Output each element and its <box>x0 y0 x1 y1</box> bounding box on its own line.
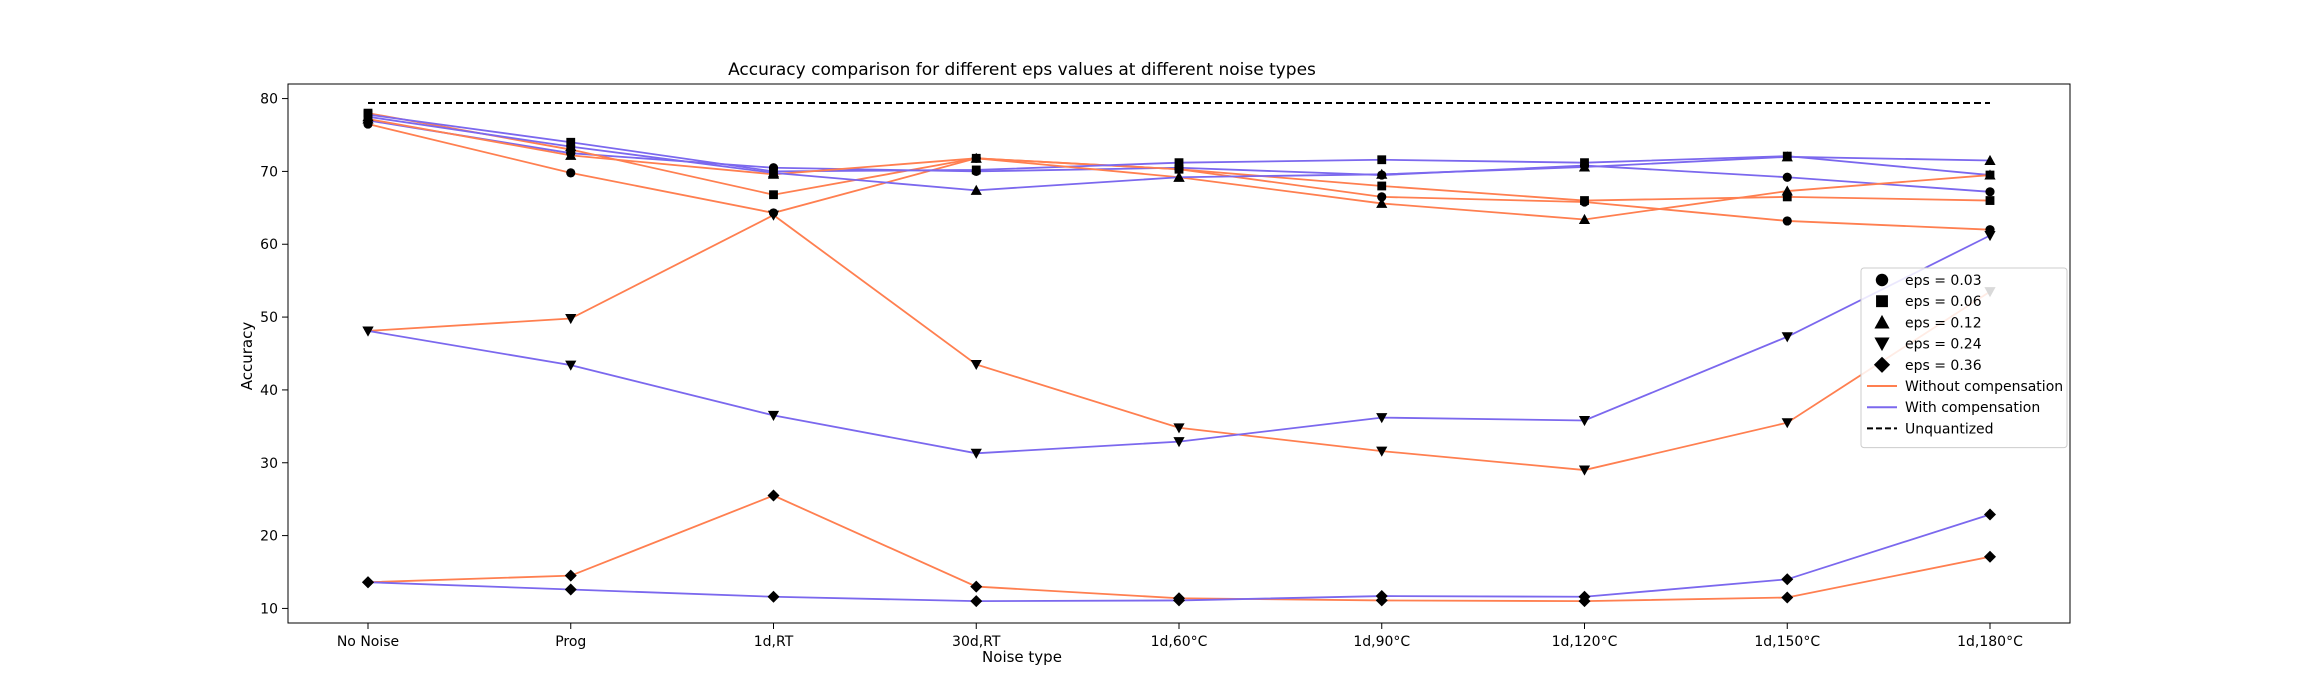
data-point-triangle-up <box>1984 169 1996 180</box>
data-point-diamond <box>362 576 374 589</box>
data-point-triangle-up <box>1376 197 1388 208</box>
data-point-square <box>1782 192 1792 202</box>
data-point-triangle-down <box>565 314 577 325</box>
data-point-diamond <box>1984 550 1996 563</box>
legend-marker-triangle-down <box>1874 337 1890 352</box>
data-point-triangle-up <box>767 167 780 178</box>
data-point-triangle-down <box>1781 332 1793 343</box>
data-point-triangle-down <box>1578 465 1591 476</box>
data-point-circle <box>1377 192 1387 202</box>
data-point-diamond <box>1578 590 1591 603</box>
legend-marker-triangle-up <box>1874 314 1890 329</box>
data-point-diamond <box>564 569 577 582</box>
legend-label: eps = 0.24 <box>1905 337 1982 353</box>
data-point-triangle-up <box>1781 151 1793 162</box>
data-point-triangle-up <box>970 152 982 163</box>
legend-marker-diamond <box>1873 356 1891 373</box>
legend-label: eps = 0.06 <box>1905 294 1982 310</box>
x-tick-label: 1d,120°C <box>1552 634 1618 650</box>
y-tick-label: 70 <box>260 164 278 180</box>
legend-label: eps = 0.03 <box>1905 273 1982 289</box>
data-point-square <box>1580 196 1589 205</box>
data-point-triangle-up <box>970 184 982 195</box>
legend-marker-square <box>1876 295 1888 308</box>
data-point-diamond <box>767 590 780 603</box>
data-point-square <box>971 165 981 175</box>
y-axis-label: Accuracy <box>238 322 256 391</box>
data-point-triangle-up <box>362 111 374 122</box>
data-point-triangle-up <box>1578 213 1591 224</box>
data-point-triangle-down <box>565 360 577 371</box>
legend-label: Unquantized <box>1905 421 1994 437</box>
legend-marker-circle <box>1875 273 1889 287</box>
y-tick-label: 30 <box>260 456 278 472</box>
x-tick-label: No Noise <box>337 634 399 650</box>
y-tick-label: 80 <box>260 92 278 108</box>
data-point-square <box>769 190 778 200</box>
data-point-triangle-up <box>1984 154 1996 165</box>
y-tick-label: 20 <box>260 529 278 545</box>
data-point-diamond <box>1984 508 1996 521</box>
data-point-triangle-down <box>1173 437 1185 448</box>
x-tick-label: 1d,180°C <box>1957 634 2023 650</box>
legend-label: With compensation <box>1905 400 2040 416</box>
chart-title: Accuracy comparison for different eps va… <box>728 60 1316 80</box>
data-point-triangle-down <box>1578 416 1591 427</box>
y-tick-label: 60 <box>260 237 278 253</box>
data-point-diamond <box>767 489 780 502</box>
data-point-square <box>1174 158 1184 168</box>
legend-label: eps = 0.36 <box>1905 358 1982 374</box>
data-point-square <box>1985 196 1995 205</box>
y-tick-label: 50 <box>260 310 278 326</box>
data-point-triangle-up <box>1376 168 1388 179</box>
data-point-triangle-up <box>1578 161 1591 172</box>
data-point-diamond <box>1781 591 1794 604</box>
series-line-diamond-without <box>367 494 1991 603</box>
data-point-triangle-down <box>767 410 780 422</box>
x-tick-label: 30d,RT <box>952 634 1001 650</box>
data-point-diamond <box>970 595 983 608</box>
data-point-square <box>1377 181 1387 191</box>
y-tick-label: 40 <box>260 383 278 399</box>
data-point-circle <box>1985 187 1995 197</box>
data-point-triangle-down <box>1376 446 1388 457</box>
x-tick-label: 1d,90°C <box>1353 634 1410 650</box>
data-point-triangle-down <box>1376 413 1388 424</box>
y-tick-label: 10 <box>260 601 278 617</box>
legend-box <box>1860 267 2068 449</box>
data-point-triangle-down <box>970 448 982 459</box>
data-point-triangle-down <box>767 210 780 221</box>
data-point-diamond <box>564 583 577 596</box>
data-point-triangle-down <box>1781 418 1793 429</box>
x-tick-label: 1d,RT <box>754 634 794 650</box>
legend: eps = 0.03 eps = 0.06 eps = 0.12 eps = 0.24… <box>1860 267 2068 449</box>
data-point-triangle-down <box>1984 231 1996 242</box>
data-point-diamond <box>1173 594 1185 607</box>
data-point-diamond <box>970 580 983 593</box>
data-point-triangle-up <box>1173 171 1185 182</box>
x-tick-label: 1d,60°C <box>1151 634 1208 650</box>
x-tick-label: 1d,150°C <box>1754 634 1820 650</box>
data-point-triangle-up <box>565 149 577 160</box>
data-point-square <box>1377 155 1387 165</box>
x-axis-label: Noise type <box>982 648 1062 666</box>
series-line-diamond-with <box>367 513 1991 603</box>
legend-label: eps = 0.12 <box>1905 315 1982 331</box>
data-point-circle <box>1782 172 1792 182</box>
data-point-triangle-down <box>970 359 982 371</box>
data-point-diamond <box>1781 573 1794 586</box>
plot-area: 10 20 30 40 50 60 70 80 No Noise Prog 1d,RT 30d,RT 1… <box>260 83 2071 650</box>
data-point-triangle-down <box>1173 423 1185 434</box>
series-line-triangle-down-with <box>367 234 1991 455</box>
data-point-circle <box>566 168 576 178</box>
data-point-diamond <box>1375 590 1388 603</box>
data-point-circle <box>1782 216 1792 226</box>
x-tick-label: Prog <box>555 634 586 650</box>
data-point-triangle-down <box>362 326 374 337</box>
data-point-square <box>1174 164 1184 174</box>
data-point-triangle-up <box>1781 185 1793 196</box>
legend-label: Without compensation <box>1905 379 2063 395</box>
data-point-triangle-up <box>565 141 577 152</box>
